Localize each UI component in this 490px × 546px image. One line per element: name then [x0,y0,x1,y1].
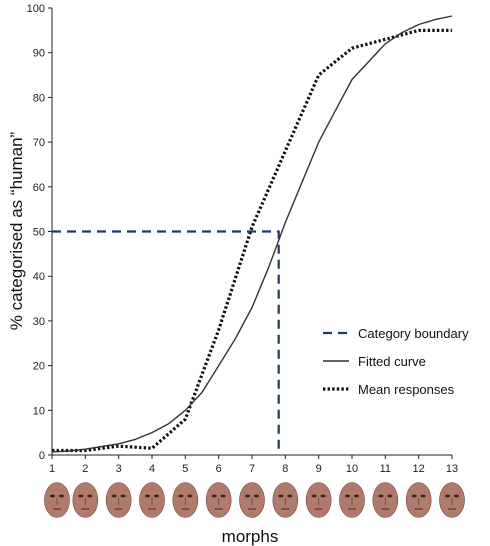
face-5-icon [172,482,199,518]
y-tick-label: 90 [33,48,45,60]
y-axis-title: % categorised as “human” [7,131,26,330]
x-tick-label: 4 [149,463,155,475]
face-10-icon [339,482,365,518]
face-1-icon [44,482,70,518]
legend: Category boundary Fitted curve Mean respon… [323,326,469,397]
face-4-icon [139,482,165,518]
x-tick-label: 5 [182,463,188,475]
face-3-icon [105,482,132,518]
x-tick-label: 10 [346,463,358,475]
x-tick-label: 3 [116,463,122,475]
series-line-fitted-curve [51,15,453,453]
y-tick-label: 50 [33,227,45,239]
y-tick-label: 40 [33,271,45,283]
y-tick-label: 80 [33,92,45,104]
face-2-icon [72,482,99,518]
y-tick-label: 0 [39,450,45,462]
face-morph-strip [44,482,465,518]
face-13-icon [439,482,465,518]
series-line-category-boundary [52,230,280,455]
x-axis-title: morphs [222,527,279,546]
face-8-icon [272,482,299,518]
face-11-icon [372,482,399,518]
x-tick-label: 7 [249,463,255,475]
x-tick-label: 12 [413,463,425,475]
x-tick-label: 13 [446,463,458,475]
face-12-icon [405,482,432,518]
series-layer [51,15,453,455]
y-tick-label: 100 [27,3,45,15]
y-tick-label: 70 [33,137,45,149]
legend-label: Mean responses [358,382,455,397]
x-tick-label: 6 [216,463,222,475]
y-tick-label: 10 [33,405,45,417]
legend-label: Category boundary [358,326,469,341]
legend-label: Fitted curve [358,354,426,369]
y-tick-label: 60 [33,182,45,194]
x-tick-label: 11 [380,463,391,475]
y-tick-label: 20 [33,361,45,373]
y-tick-label: 30 [33,316,45,328]
face-6-icon [205,482,232,518]
x-tick-label: 2 [82,463,88,475]
x-tick-label: 8 [282,463,288,475]
face-9-icon [305,482,332,518]
face-7-icon [239,482,265,518]
x-tick-label: 1 [49,463,55,475]
x-tick-label: 9 [316,463,322,475]
